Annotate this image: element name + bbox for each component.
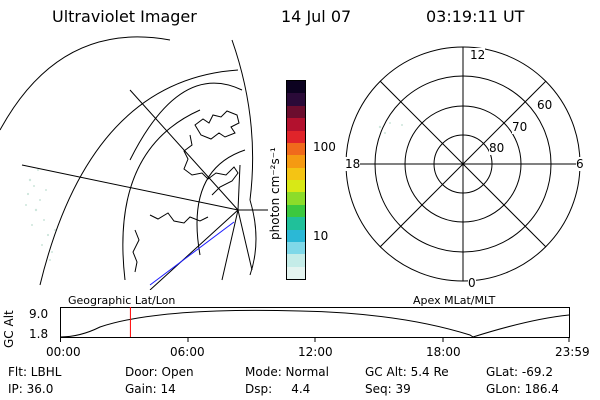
xtick-1200: 12:00 <box>298 345 333 359</box>
status-ip: IP: 36.0 <box>8 382 54 396</box>
status-glat: GLat: -69.2 <box>486 365 553 379</box>
status-gcalt: GC Alt: 5.4 Re <box>365 365 449 379</box>
colorbar-tick-10: 10 <box>313 229 329 243</box>
colorbar-swatch <box>287 266 305 279</box>
mlat-70: 70 <box>512 120 528 134</box>
xtick-0000: 00:00 <box>46 345 81 359</box>
colorbar-swatch <box>287 105 305 119</box>
map-speckle <box>25 169 56 261</box>
status-mode: Mode: Normal <box>245 365 329 379</box>
altitude-ylabel: GC Alt <box>2 310 16 348</box>
colorbar-swatch <box>287 142 305 156</box>
xtick-2359: 23:59 <box>555 345 590 359</box>
apex-label: Apex MLat/MLT <box>413 294 496 307</box>
polar-grid <box>345 46 581 282</box>
geographic-map <box>0 36 268 290</box>
polar-speckle <box>378 122 403 134</box>
colorbar-swatch <box>287 192 305 205</box>
time-label: 03:19:11 UT <box>426 7 525 26</box>
status-gain: Gain: 14 <box>125 382 176 396</box>
colorbar-swatch <box>287 167 305 180</box>
instrument-title: Ultraviolet Imager <box>52 7 197 26</box>
date-label: 14 Jul 07 <box>281 7 352 26</box>
mlt-0: 0 <box>468 276 476 290</box>
colorbar-tick-100: 100 <box>313 140 336 154</box>
altitude-xticks <box>60 337 570 342</box>
status-dsp: Dsp: 4.4 <box>245 382 311 396</box>
colorbar-swatch <box>287 241 305 255</box>
altitude-plot <box>60 307 570 342</box>
satellite-track <box>149 221 235 286</box>
colorbar-swatch <box>287 81 305 94</box>
mlat-60: 60 <box>537 98 553 112</box>
geographic-label: Geographic Lat/Lon <box>68 294 176 307</box>
status-door: Door: Open <box>125 365 194 379</box>
colorbar-label: photon cm⁻²s⁻¹ <box>268 147 282 240</box>
status-seq: Seq: 39 <box>365 382 411 396</box>
colorbar-swatch <box>287 217 305 230</box>
polar-plot <box>345 46 581 282</box>
colorbar-swatch <box>287 254 305 267</box>
altitude-frame <box>60 307 570 338</box>
colorbar <box>286 80 306 280</box>
altitude-ytick-low: 1.8 <box>29 327 49 341</box>
colorbar-swatch <box>287 93 305 106</box>
xtick-0600: 06:00 <box>170 345 205 359</box>
altitude-curve <box>60 309 570 338</box>
status-flt: Flt: LBHL <box>8 365 62 379</box>
map-grid <box>0 36 268 290</box>
colorbar-swatch <box>287 204 305 218</box>
mlt-12: 12 <box>470 48 486 62</box>
colorbar-swatch <box>287 229 305 242</box>
colorbar-swatch <box>287 130 305 143</box>
mlt-18: 18 <box>345 157 361 171</box>
mlt-6: 6 <box>576 157 584 171</box>
colorbar-swatch <box>287 155 305 168</box>
xtick-1800: 18:00 <box>426 345 461 359</box>
mlat-80: 80 <box>489 141 505 155</box>
status-glon: GLon: 186.4 <box>486 382 559 396</box>
colorbar-swatch <box>287 118 305 131</box>
colorbar-swatch <box>287 180 305 193</box>
altitude-ytick-high: 9.0 <box>29 307 49 321</box>
